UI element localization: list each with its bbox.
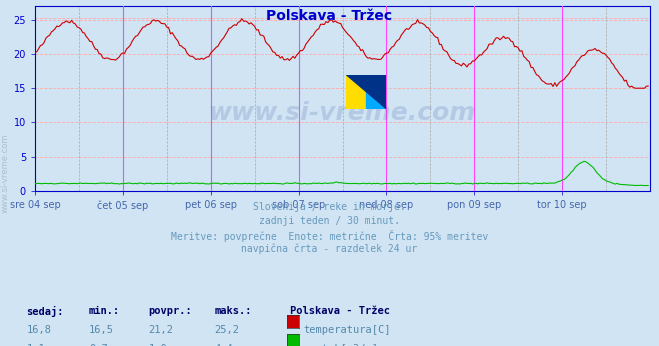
Text: 4,4: 4,4 bbox=[214, 344, 233, 346]
Text: Polskava - Tržec: Polskava - Tržec bbox=[266, 9, 393, 22]
Text: www.si-vreme.com: www.si-vreme.com bbox=[209, 101, 476, 125]
Text: 1,1: 1,1 bbox=[26, 344, 45, 346]
Text: 21,2: 21,2 bbox=[148, 325, 173, 335]
Text: min.:: min.: bbox=[89, 306, 120, 316]
Text: 16,5: 16,5 bbox=[89, 325, 114, 335]
Text: povpr.:: povpr.: bbox=[148, 306, 192, 316]
Bar bbox=[346, 74, 366, 109]
Text: 1,0: 1,0 bbox=[148, 344, 167, 346]
Text: Polskava - Tržec: Polskava - Tržec bbox=[290, 306, 390, 316]
Text: 25,2: 25,2 bbox=[214, 325, 239, 335]
Text: zadnji teden / 30 minut.: zadnji teden / 30 minut. bbox=[259, 216, 400, 226]
Text: temperatura[C]: temperatura[C] bbox=[303, 325, 391, 335]
Text: navpična črta - razdelek 24 ur: navpična črta - razdelek 24 ur bbox=[241, 244, 418, 254]
Bar bbox=[366, 74, 386, 109]
Text: maks.:: maks.: bbox=[214, 306, 252, 316]
Text: pretok[m3/s]: pretok[m3/s] bbox=[303, 344, 378, 346]
Text: sedaj:: sedaj: bbox=[26, 306, 64, 317]
Polygon shape bbox=[346, 74, 386, 109]
Text: 16,8: 16,8 bbox=[26, 325, 51, 335]
Text: www.si-vreme.com: www.si-vreme.com bbox=[1, 133, 10, 213]
Text: Slovenija / reke in morje.: Slovenija / reke in morje. bbox=[253, 202, 406, 212]
Text: 0,7: 0,7 bbox=[89, 344, 107, 346]
Text: Meritve: povprečne  Enote: metrične  Črta: 95% meritev: Meritve: povprečne Enote: metrične Črta:… bbox=[171, 230, 488, 242]
